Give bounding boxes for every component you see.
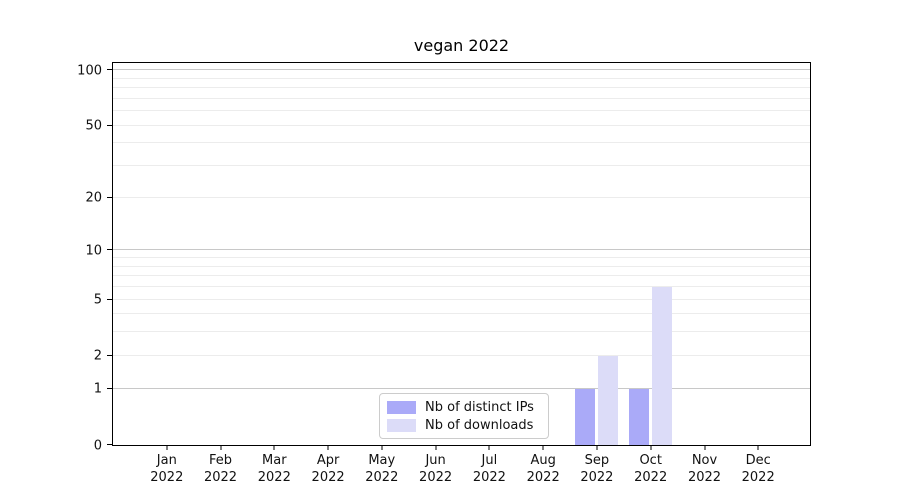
x-tick-label: Aug 2022 — [526, 453, 560, 485]
x-tick — [650, 445, 652, 450]
y-tick-label: 20 — [85, 190, 102, 206]
y-tick-label: 50 — [85, 118, 102, 134]
x-tick — [757, 445, 759, 450]
y-tick — [107, 196, 113, 198]
y-minor-gridline — [113, 124, 810, 126]
y-minor-gridline — [113, 285, 810, 287]
y-tick-label: 10 — [85, 243, 102, 259]
legend: Nb of distinct IPs Nb of downloads — [379, 393, 549, 439]
y-tick-label: 0 — [93, 438, 102, 453]
y-minor-gridline — [113, 275, 810, 277]
y-major-gridline — [113, 249, 810, 251]
y-minor-gridline — [113, 77, 810, 79]
x-tick — [542, 445, 544, 450]
y-minor-gridline — [113, 196, 810, 198]
x-tick-label: Nov 2022 — [687, 453, 722, 485]
x-tick-label: Sep 2022 — [580, 453, 614, 485]
bar-distinct-ips — [629, 388, 650, 445]
legend-swatch-downloads — [387, 418, 416, 432]
x-tick — [327, 445, 329, 450]
y-minor-gridline — [113, 354, 810, 356]
x-tick — [273, 445, 275, 450]
x-tick — [488, 445, 490, 450]
y-minor-gridline — [113, 313, 810, 315]
y-minor-gridline — [113, 257, 810, 258]
x-tick — [596, 445, 598, 450]
x-tick-label: Jan 2022 — [150, 453, 184, 485]
y-minor-gridline — [113, 142, 810, 144]
legend-label-downloads: Nb of downloads — [425, 417, 534, 433]
x-tick-label: Oct 2022 — [634, 453, 668, 485]
x-tick-label: Jul 2022 — [472, 453, 506, 485]
x-tick — [220, 445, 221, 450]
y-minor-gridline — [113, 61, 810, 63]
x-tick-label: Jun 2022 — [419, 453, 453, 485]
y-tick — [107, 249, 113, 251]
bar-distinct-ips — [575, 388, 596, 445]
y-minor-gridline — [113, 110, 810, 112]
x-tick — [435, 445, 437, 450]
y-minor-gridline — [113, 298, 810, 300]
y-major-gridline — [113, 387, 810, 389]
bar-downloads — [598, 355, 619, 445]
x-tick-label: May 2022 — [365, 453, 399, 485]
y-tick — [107, 444, 113, 445]
y-minor-gridline — [113, 97, 810, 99]
y-tick — [107, 387, 113, 389]
y-tick — [107, 354, 113, 356]
x-tick-label: Dec 2022 — [741, 453, 775, 485]
y-tick-label: 5 — [93, 292, 102, 308]
y-minor-gridline — [113, 265, 810, 267]
y-tick — [107, 298, 113, 300]
x-tick — [381, 445, 383, 450]
y-tick — [107, 124, 113, 126]
legend-label-distinct-ips: Nb of distinct IPs — [425, 399, 534, 415]
legend-item-downloads: Nb of downloads — [380, 417, 540, 433]
y-tick-label: 1 — [93, 381, 102, 397]
y-minor-gridline — [113, 331, 810, 333]
chart-title: vegan 2022 — [413, 36, 510, 55]
x-tick-label: Feb 2022 — [203, 453, 238, 485]
x-tick — [166, 445, 168, 450]
plot-area: Dec 2022 Nov 2022 Oct 2022 Sep 2022 Aug 2022 Jul 20… — [77, 61, 811, 485]
x-tick-label: Mar 2022 — [257, 453, 291, 485]
y-minor-gridline — [113, 87, 810, 88]
bar-downloads — [652, 286, 673, 445]
y-major-gridline — [113, 69, 810, 71]
x-tick-label: Apr 2022 — [311, 453, 345, 485]
x-tick — [704, 445, 705, 450]
legend-item-distinct-ips: Nb of distinct IPs — [380, 399, 540, 415]
y-tick-label: 100 — [77, 63, 102, 79]
y-tick-label: 2 — [93, 348, 102, 364]
legend-swatch-distinct-ips — [387, 400, 416, 414]
y-minor-gridline — [113, 165, 810, 167]
y-tick — [107, 69, 113, 71]
